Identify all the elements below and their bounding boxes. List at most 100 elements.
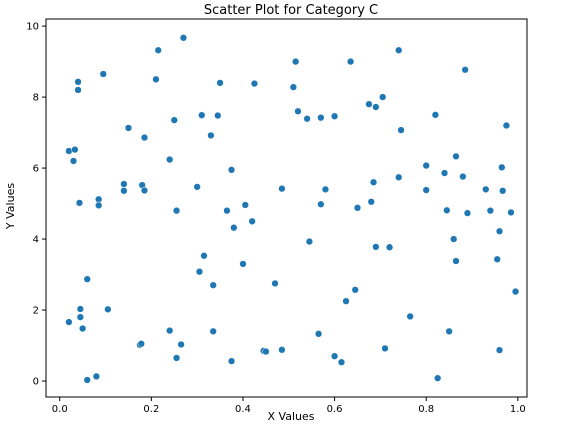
- data-point: [209, 327, 217, 335]
- data-point: [92, 372, 101, 381]
- data-point: [76, 305, 85, 313]
- data-point: [317, 114, 325, 122]
- x-tick-label: 0.2: [143, 404, 159, 415]
- plot-area: [45, 18, 528, 398]
- data-point: [337, 358, 346, 366]
- data-point: [239, 260, 247, 268]
- data-point: [351, 286, 359, 294]
- data-point: [83, 376, 91, 384]
- data-point: [278, 346, 286, 354]
- data-point: [170, 116, 178, 124]
- data-point: [83, 275, 91, 283]
- data-point: [379, 93, 387, 101]
- data-point: [381, 344, 389, 353]
- x-tick-label: 0.6: [327, 404, 343, 415]
- data-point: [406, 312, 414, 321]
- data-point: [137, 340, 145, 348]
- data-point: [317, 200, 325, 208]
- data-point: [278, 185, 286, 193]
- data-point: [434, 374, 442, 382]
- data-point: [482, 185, 490, 194]
- y-tick-label: 10: [26, 22, 39, 33]
- data-point: [369, 178, 378, 186]
- data-point: [227, 357, 236, 365]
- data-point: [209, 281, 217, 289]
- y-tick-label: 0: [33, 377, 39, 388]
- data-point: [104, 305, 112, 313]
- data-point: [498, 163, 506, 172]
- data-point: [154, 46, 162, 54]
- data-point: [166, 326, 174, 335]
- data-point: [314, 330, 323, 338]
- chart-title: Scatter Plot for Category C: [204, 3, 378, 18]
- data-point: [262, 347, 270, 356]
- data-point: [445, 327, 453, 335]
- data-point: [195, 268, 204, 276]
- data-point: [76, 313, 85, 321]
- data-point: [223, 207, 231, 215]
- data-point: [200, 252, 208, 260]
- data-point: [395, 173, 403, 181]
- y-tick-label: 6: [33, 164, 39, 175]
- data-point: [365, 100, 373, 108]
- data-point: [179, 34, 188, 42]
- data-point: [124, 124, 133, 132]
- data-point: [99, 70, 107, 78]
- data-point: [507, 208, 515, 217]
- y-axis: 0 2 4 6 8 10: [26, 22, 46, 388]
- data-point: [172, 207, 181, 215]
- data-point: [440, 169, 449, 177]
- data-point: [120, 187, 128, 195]
- x-tick-label: 1.0: [510, 404, 526, 415]
- x-tick-label: 0.0: [52, 404, 68, 415]
- data-point: [166, 155, 174, 164]
- data-point: [214, 111, 222, 120]
- data-point: [207, 131, 215, 140]
- data-point: [422, 186, 430, 194]
- data-point: [65, 318, 73, 326]
- data-point: [198, 111, 206, 119]
- data-point: [367, 198, 375, 206]
- data-point: [511, 287, 520, 296]
- data-point: [495, 227, 504, 235]
- data-point: [74, 86, 82, 94]
- data-point: [75, 199, 84, 207]
- data-point: [372, 243, 380, 251]
- data-point: [95, 201, 103, 209]
- data-point: [459, 172, 467, 181]
- data-point: [74, 78, 82, 86]
- data-point: [499, 187, 507, 195]
- data-point: [452, 152, 460, 161]
- data-point: [69, 157, 78, 165]
- data-point: [330, 112, 339, 120]
- data-point: [450, 235, 458, 243]
- data-point: [289, 83, 298, 91]
- data-point: [140, 133, 149, 142]
- data-point: [292, 57, 300, 66]
- data-point: [342, 297, 350, 305]
- data-point: [443, 206, 451, 214]
- data-point: [177, 340, 185, 349]
- y-axis-title: Y Values: [4, 183, 17, 230]
- data-point: [227, 166, 236, 174]
- data-point: [193, 183, 201, 191]
- data-point: [486, 207, 495, 215]
- data-point: [216, 79, 224, 87]
- y-tick-label: 8: [33, 93, 39, 104]
- data-point: [346, 57, 355, 66]
- data-point: [230, 224, 238, 232]
- y-tick-label: 4: [33, 235, 39, 246]
- data-point: [65, 147, 73, 155]
- data-point: [493, 255, 501, 263]
- data-point: [152, 75, 160, 83]
- data-point: [95, 195, 103, 203]
- data-point: [248, 217, 256, 225]
- data-point: [305, 237, 314, 246]
- plot-frame: [45, 18, 528, 398]
- data-point: [250, 79, 259, 88]
- data-point: [431, 111, 440, 119]
- data-point: [120, 180, 128, 188]
- data-point: [452, 257, 460, 265]
- data-point: [502, 121, 511, 130]
